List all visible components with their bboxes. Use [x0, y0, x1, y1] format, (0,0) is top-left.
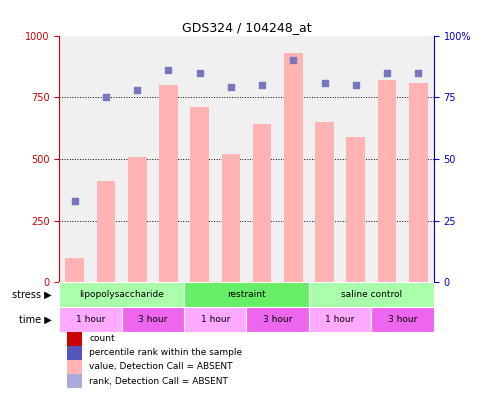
Bar [66, 258, 84, 282]
Bar [347, 137, 365, 282]
Bar [378, 80, 396, 282]
Bar [67, 332, 82, 345]
Point [165, 67, 173, 73]
Bar [59, 282, 184, 307]
Point [352, 82, 360, 88]
Point [414, 69, 422, 76]
Point [102, 94, 110, 101]
Bar [371, 307, 434, 332]
Text: stress ▶: stress ▶ [12, 290, 52, 300]
Text: 3 hour: 3 hour [388, 315, 417, 324]
Bar [122, 307, 184, 332]
Bar [128, 156, 146, 282]
Text: 1 hour: 1 hour [76, 315, 105, 324]
Bar [309, 307, 371, 332]
Text: saline control: saline control [341, 290, 402, 299]
Bar [284, 53, 303, 282]
Point [383, 69, 391, 76]
Bar [253, 124, 272, 282]
Point [289, 57, 297, 63]
Point [227, 84, 235, 91]
Text: time ▶: time ▶ [19, 314, 52, 324]
Text: lipopolysaccharide: lipopolysaccharide [79, 290, 164, 299]
Bar [221, 154, 240, 282]
Point [320, 79, 328, 86]
Bar [190, 107, 209, 282]
Point [258, 82, 266, 88]
Bar [67, 374, 82, 388]
Bar [246, 307, 309, 332]
Point [196, 69, 204, 76]
Text: percentile rank within the sample: percentile rank within the sample [89, 348, 242, 357]
Bar [184, 282, 309, 307]
Point [133, 87, 141, 93]
Text: 3 hour: 3 hour [263, 315, 292, 324]
Bar [184, 307, 246, 332]
Bar [59, 307, 122, 332]
Text: count: count [89, 334, 115, 343]
Bar [315, 122, 334, 282]
Bar [159, 85, 178, 282]
Text: 1 hour: 1 hour [325, 315, 355, 324]
Bar [409, 82, 427, 282]
Text: value, Detection Call = ABSENT: value, Detection Call = ABSENT [89, 362, 233, 371]
Bar [97, 181, 115, 282]
Text: restraint: restraint [227, 290, 266, 299]
Bar [67, 346, 82, 360]
Bar [309, 282, 434, 307]
Point [71, 198, 79, 204]
Bar [67, 360, 82, 374]
Title: GDS324 / 104248_at: GDS324 / 104248_at [182, 21, 311, 34]
Text: 1 hour: 1 hour [201, 315, 230, 324]
Text: 3 hour: 3 hour [138, 315, 168, 324]
Text: rank, Detection Call = ABSENT: rank, Detection Call = ABSENT [89, 377, 228, 386]
